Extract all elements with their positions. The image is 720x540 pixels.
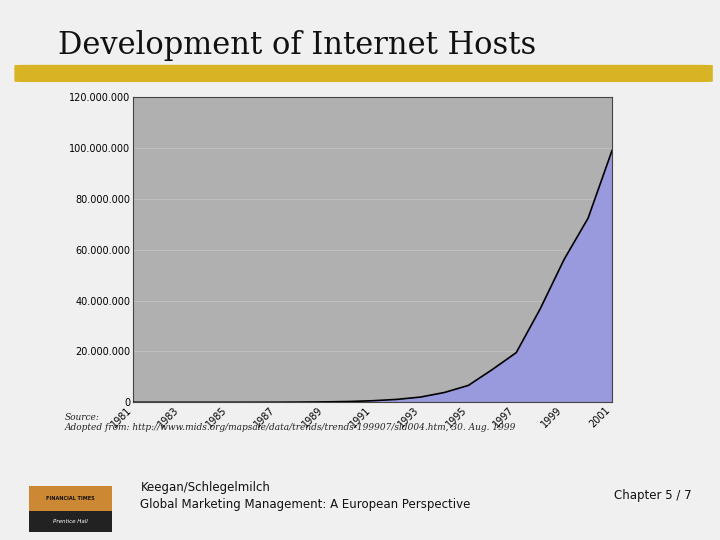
FancyBboxPatch shape <box>14 65 713 82</box>
Bar <box>29 486 112 511</box>
Text: Keegan/Schlegelmilch
Global Marketing Management: A European Perspective: Keegan/Schlegelmilch Global Marketing Ma… <box>140 481 471 511</box>
Text: Development of Internet Hosts: Development of Internet Hosts <box>58 30 536 60</box>
Text: Chapter 5 / 7: Chapter 5 / 7 <box>613 489 691 502</box>
Text: FINANCIAL TIMES: FINANCIAL TIMES <box>46 496 94 501</box>
Text: Source:
Adopted from: http://www.mids.org/mapsale/data/trends/trends-199907/sld0: Source: Adopted from: http://www.mids.or… <box>65 413 516 433</box>
Bar <box>29 511 112 532</box>
Text: Prentice Hall: Prentice Hall <box>53 519 88 524</box>
